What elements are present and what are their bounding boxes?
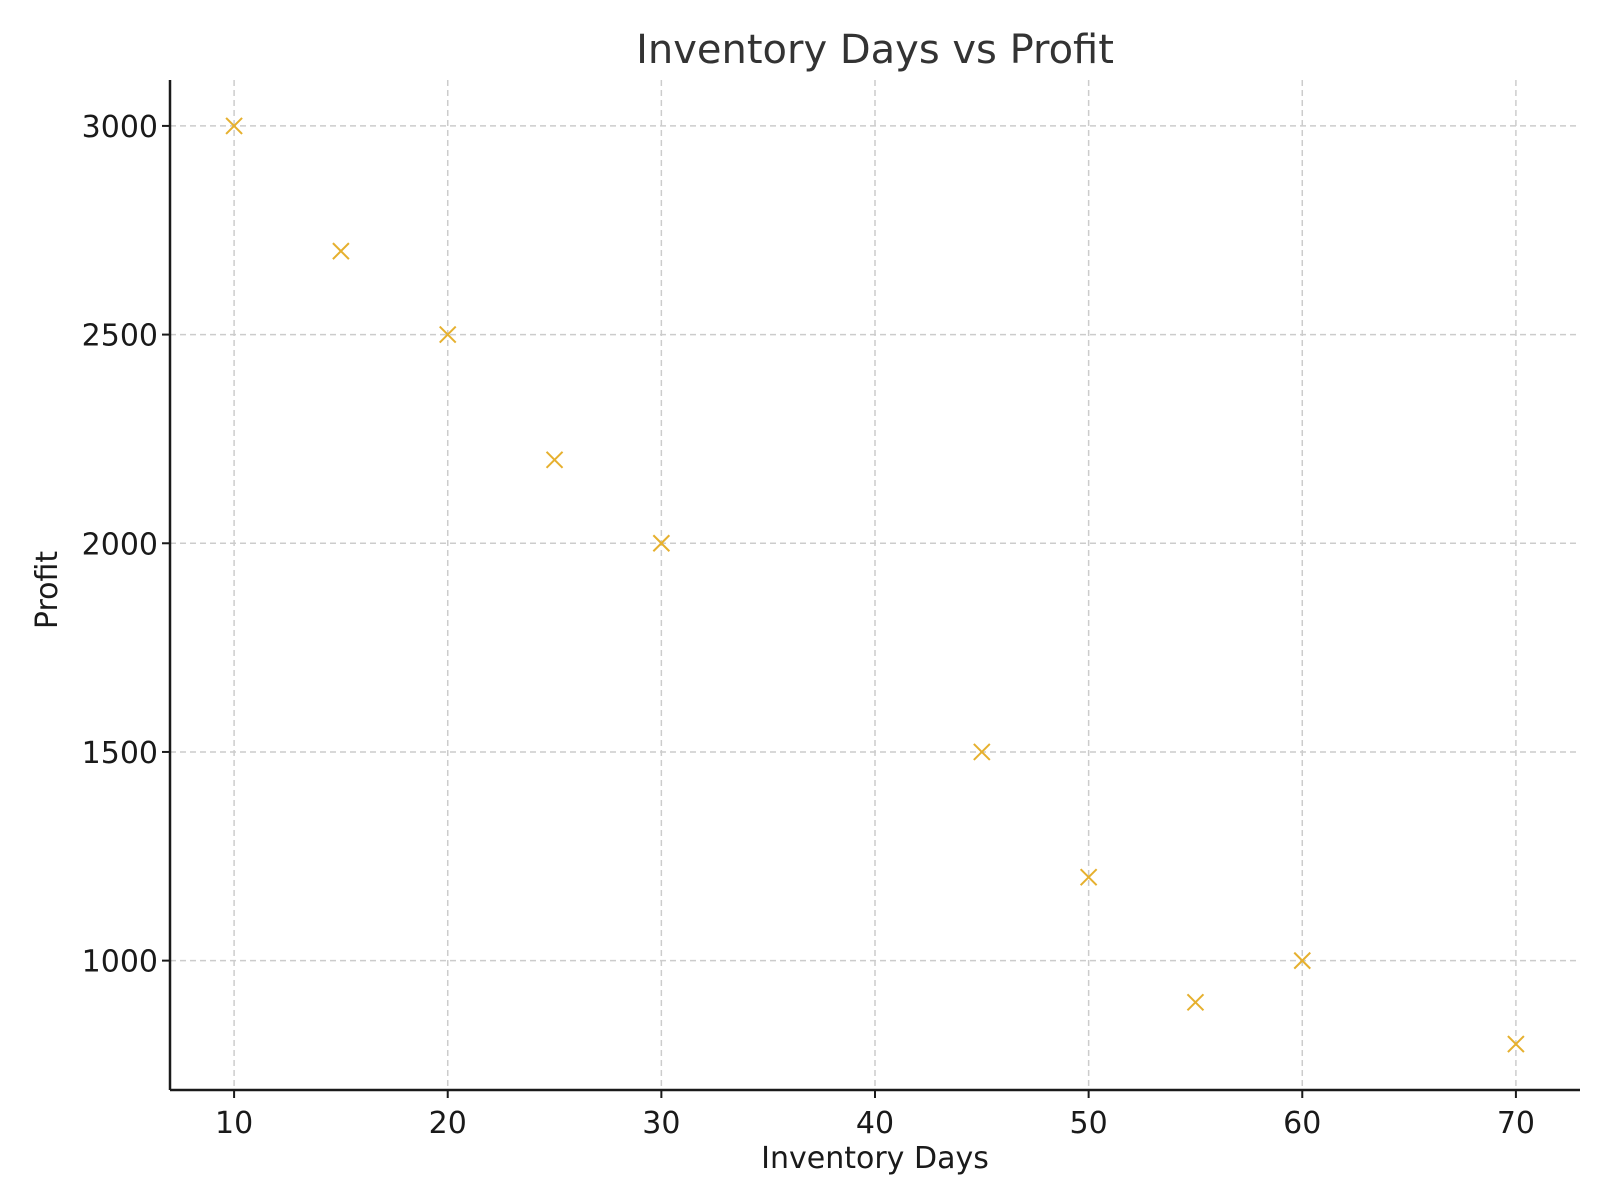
data-point (225, 117, 243, 135)
x-tick-label: 30 (642, 1106, 680, 1141)
y-tick-label: 2000 (82, 527, 158, 562)
x-tick-label: 40 (856, 1106, 894, 1141)
marker-layer (225, 117, 1525, 1053)
y-tick-label: 1000 (82, 945, 158, 980)
chart-title: Inventory Days vs Profit (636, 27, 1114, 73)
tick-layer: 10 20 30 40 50 60 70 1000 1500 2000 2500 3000 (82, 110, 1535, 1141)
data-point (973, 743, 991, 761)
x-tick-label: 60 (1283, 1106, 1321, 1141)
data-point (1293, 951, 1311, 970)
x-tick-label: 10 (215, 1106, 253, 1141)
data-point (545, 451, 564, 469)
y-axis-label: Profit (30, 551, 65, 629)
data-point (652, 534, 671, 552)
x-tick-label: 20 (429, 1106, 467, 1141)
x-tick-label: 50 (1070, 1106, 1108, 1141)
data-point (332, 242, 350, 260)
y-tick-label: 2500 (82, 319, 158, 354)
data-point (1507, 1035, 1525, 1053)
y-tick-label: 3000 (82, 110, 158, 145)
y-tick-label: 1500 (82, 736, 158, 771)
data-point (1079, 868, 1098, 886)
x-axis-label: Inventory Days (761, 1141, 989, 1176)
grid-layer (170, 80, 1580, 1090)
data-point (439, 325, 457, 344)
x-tick-label: 70 (1497, 1106, 1535, 1141)
data-point (1186, 993, 1205, 1012)
